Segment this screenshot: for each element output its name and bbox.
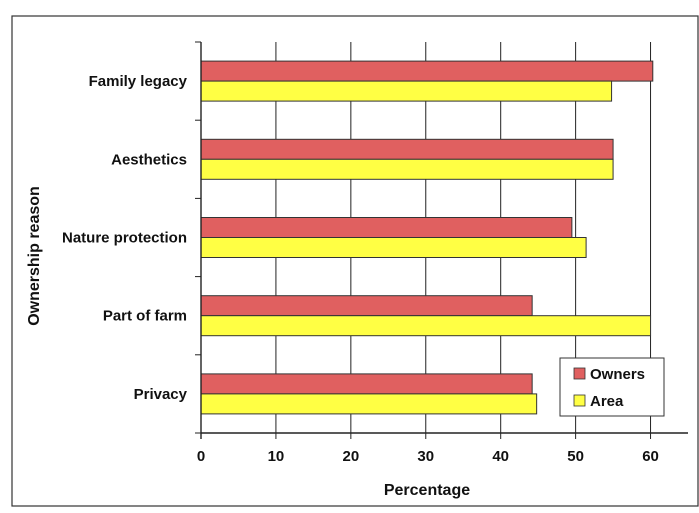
x-axis-title: Percentage xyxy=(384,482,470,499)
x-tick-label-60: 60 xyxy=(642,448,659,465)
x-tick-label-10: 10 xyxy=(268,448,285,465)
x-tick-labels: 0 10 20 30 40 50 60 xyxy=(197,448,659,465)
x-tick-label-0: 0 xyxy=(197,448,205,465)
x-tick-label-50: 50 xyxy=(567,448,584,465)
chart-border xyxy=(11,15,699,507)
category-label-family-legacy: Family legacy xyxy=(89,73,188,90)
bar-area-part-of-farm xyxy=(200,315,652,337)
bar-area-privacy xyxy=(200,393,538,415)
bar-owners-part-of-farm xyxy=(200,295,533,317)
axes xyxy=(195,41,688,439)
bar-area-aesthetics xyxy=(200,158,614,180)
x-tick-label-20: 20 xyxy=(343,448,360,465)
bar-owners-nature-protection xyxy=(200,217,573,238)
legend-label-area: Area xyxy=(590,393,624,410)
legend: Owners Area xyxy=(559,357,665,417)
category-labels: Family legacy Aesthetics Nature protection… xyxy=(62,73,188,403)
bar-area-family-legacy xyxy=(200,80,613,102)
category-label-nature-protection: Nature protection xyxy=(62,230,187,247)
bars xyxy=(200,60,654,415)
legend-label-owners: Owners xyxy=(590,366,645,383)
x-tick-label-40: 40 xyxy=(492,448,509,465)
bar-area-nature-protection xyxy=(200,237,587,258)
category-label-privacy: Privacy xyxy=(134,386,188,403)
category-label-aesthetics: Aesthetics xyxy=(111,151,187,168)
category-label-part-of-farm: Part of farm xyxy=(103,308,187,325)
x-tick-label-30: 30 xyxy=(417,448,434,465)
legend-swatch-owners xyxy=(573,367,586,380)
bar-owners-privacy xyxy=(200,373,533,395)
bar-owners-family-legacy xyxy=(200,60,654,82)
bar-owners-aesthetics xyxy=(200,138,614,160)
legend-swatch-area xyxy=(573,394,586,407)
y-axis-title: Ownership reason xyxy=(26,186,43,326)
